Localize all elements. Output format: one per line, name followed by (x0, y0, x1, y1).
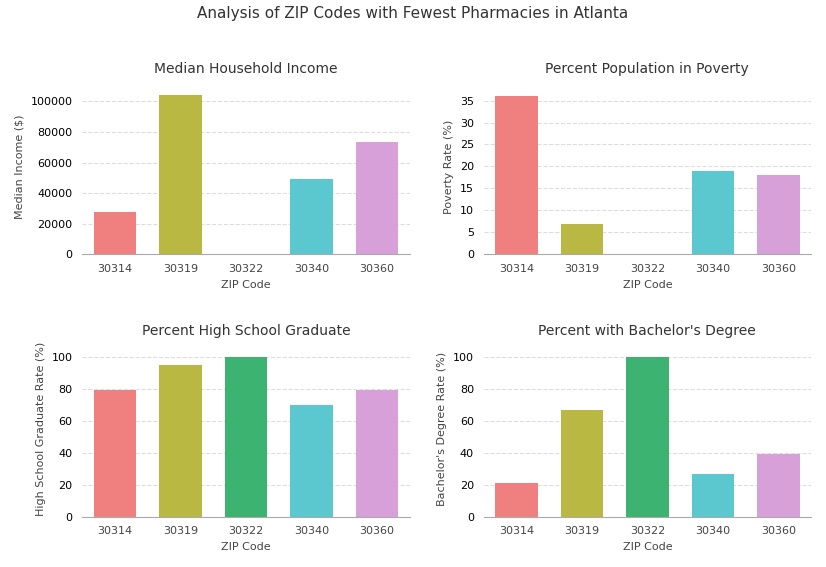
X-axis label: ZIP Code: ZIP Code (623, 542, 672, 552)
X-axis label: ZIP Code: ZIP Code (221, 280, 271, 290)
Y-axis label: Median Income ($): Median Income ($) (15, 114, 25, 219)
Bar (225, 357, 268, 517)
Bar (691, 473, 734, 517)
Bar (93, 211, 136, 255)
Title: Median Household Income: Median Household Income (154, 62, 338, 76)
Bar (356, 391, 398, 517)
Title: Percent with Bachelor's Degree: Percent with Bachelor's Degree (539, 324, 757, 338)
Bar (290, 179, 333, 255)
Bar (356, 142, 398, 255)
Title: Percent Population in Poverty: Percent Population in Poverty (545, 62, 749, 76)
Text: Analysis of ZIP Codes with Fewest Pharmacies in Atlanta: Analysis of ZIP Codes with Fewest Pharma… (197, 6, 629, 20)
Bar (757, 454, 800, 517)
Bar (93, 391, 136, 517)
Y-axis label: Poverty Rate (%): Poverty Rate (%) (444, 119, 454, 214)
Bar (159, 95, 202, 255)
Bar (561, 409, 603, 517)
Bar (561, 223, 603, 255)
Bar (757, 175, 800, 255)
Bar (691, 171, 734, 255)
Y-axis label: High School Graduate Rate (%): High School Graduate Rate (%) (36, 342, 46, 516)
Bar (626, 357, 668, 517)
X-axis label: ZIP Code: ZIP Code (221, 542, 271, 552)
Bar (495, 483, 538, 517)
Bar (495, 96, 538, 255)
Title: Percent High School Graduate: Percent High School Graduate (141, 324, 350, 338)
Y-axis label: Bachelor's Degree Rate (%): Bachelor's Degree Rate (%) (438, 352, 448, 506)
X-axis label: ZIP Code: ZIP Code (623, 280, 672, 290)
Bar (159, 365, 202, 517)
Bar (290, 405, 333, 517)
